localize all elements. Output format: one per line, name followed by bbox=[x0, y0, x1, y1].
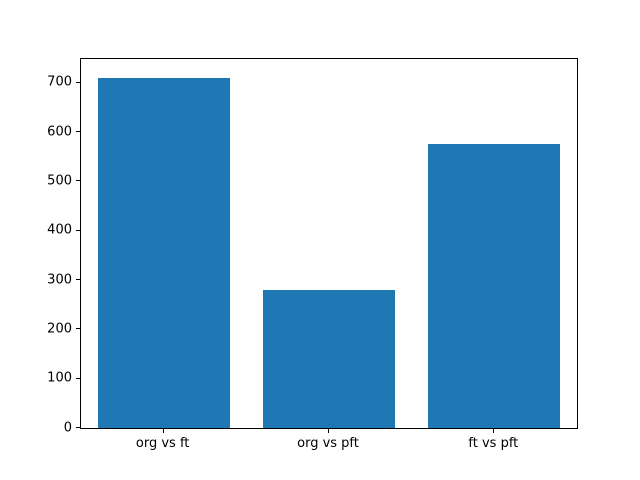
y-tick-label: 500 bbox=[47, 173, 72, 189]
bar-ft-vs-pft bbox=[428, 144, 561, 428]
y-tick-mark bbox=[76, 328, 80, 329]
y-tick-mark bbox=[76, 131, 80, 132]
bar-org-vs-pft bbox=[262, 289, 396, 428]
plot-area bbox=[80, 58, 578, 429]
x-tick-mark bbox=[493, 429, 495, 433]
y-tick-label: 700 bbox=[47, 74, 72, 90]
bar-org-vs-ft bbox=[97, 77, 230, 428]
y-tick-label: 600 bbox=[47, 124, 72, 139]
x-tick-mark bbox=[328, 429, 329, 433]
y-tick-mark bbox=[76, 279, 80, 280]
y-tick-mark bbox=[76, 230, 80, 231]
y-tick-label: 200 bbox=[47, 321, 72, 337]
y-tick-label: 0 bbox=[63, 420, 72, 435]
y-tick-label: 100 bbox=[47, 370, 72, 386]
y-tick-mark bbox=[76, 378, 80, 379]
y-tick-mark bbox=[76, 427, 80, 428]
x-tick-label: org vs ft bbox=[135, 436, 190, 451]
x-tick-label: ft vs pft bbox=[468, 436, 519, 451]
y-tick-mark bbox=[76, 82, 80, 83]
y-tick-label: 400 bbox=[47, 222, 72, 238]
x-tick-mark bbox=[162, 429, 164, 433]
y-tick-mark bbox=[76, 180, 80, 181]
x-tick-label: org vs pft bbox=[297, 436, 359, 451]
y-tick-label: 300 bbox=[47, 272, 72, 287]
